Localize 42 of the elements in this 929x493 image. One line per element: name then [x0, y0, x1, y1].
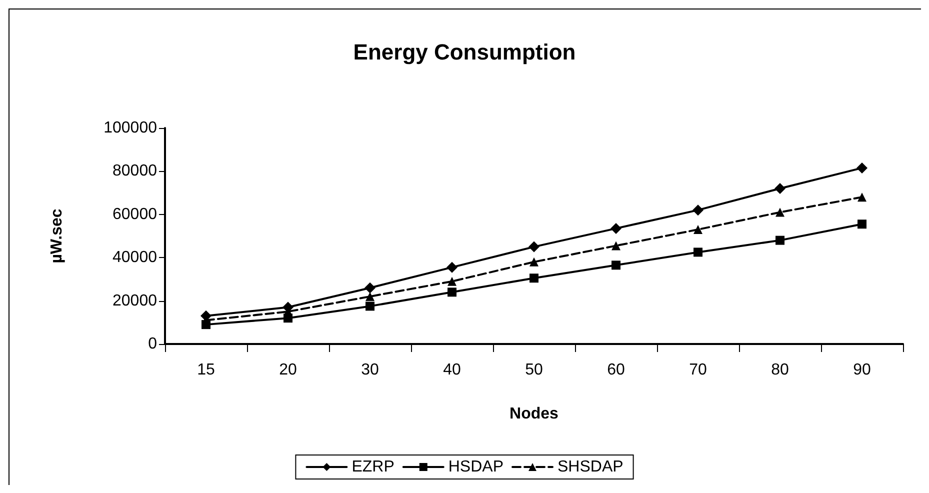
- point: [530, 257, 538, 266]
- x-tick-label: 40: [443, 362, 461, 378]
- y-axis-title: µW.sec: [48, 208, 66, 264]
- point: [774, 182, 786, 194]
- point: [366, 292, 374, 301]
- y-tick-label: 20000: [112, 292, 158, 310]
- point: [776, 208, 784, 217]
- point: [530, 274, 538, 283]
- legend-label: EZRP: [352, 458, 394, 476]
- point: [612, 241, 620, 250]
- x-tick-label: 90: [853, 362, 871, 378]
- point: [692, 204, 704, 216]
- y-tick-label: 60000: [112, 206, 158, 223]
- y-tick-label: 80000: [112, 162, 158, 180]
- legend-label: HSDAP: [448, 458, 504, 476]
- x-tick-label: 30: [361, 362, 379, 378]
- chart-title: Energy Consumption: [353, 40, 576, 64]
- x-tick-label: 20: [279, 362, 297, 378]
- point: [448, 288, 456, 297]
- point: [858, 192, 866, 202]
- x-tick-label: 50: [525, 362, 543, 378]
- x-tick-label: 60: [607, 362, 625, 378]
- point: [694, 225, 702, 234]
- point: [528, 241, 540, 252]
- point: [694, 248, 702, 257]
- point: [366, 302, 374, 311]
- x-tick-label: 80: [771, 362, 789, 378]
- y-tick-label: 40000: [112, 249, 158, 266]
- point: [858, 220, 866, 229]
- y-tick-label: 100000: [104, 120, 158, 136]
- point: [364, 282, 376, 294]
- point: [448, 276, 456, 286]
- point: [610, 222, 622, 234]
- x-axis-title: Nodes: [510, 406, 559, 422]
- point: [446, 262, 458, 273]
- x-tick-label: 70: [689, 362, 707, 378]
- legend-label: SHSDAP: [558, 458, 624, 476]
- point: [856, 162, 868, 174]
- point: [776, 236, 784, 245]
- x-tick-label: 15: [197, 362, 215, 378]
- y-tick-label: 0: [148, 336, 158, 352]
- point: [612, 260, 620, 270]
